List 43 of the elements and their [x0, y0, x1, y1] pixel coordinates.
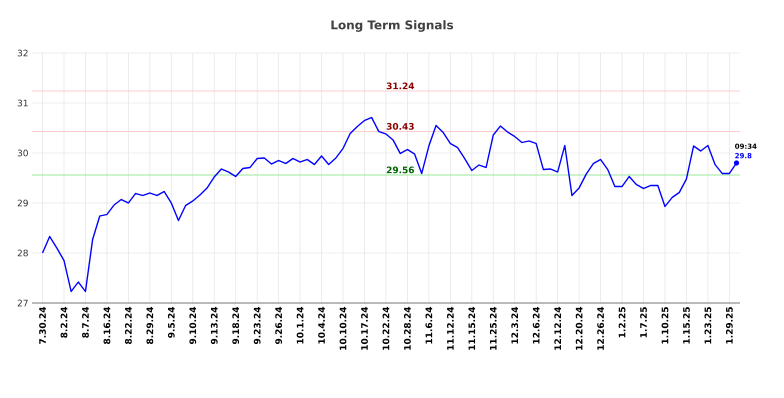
x-tick-label: 10.1.24 — [296, 306, 304, 344]
x-tick-label: 1.10.25 — [662, 307, 668, 344]
x-tick-label: 12.3.24 — [511, 306, 518, 344]
y-tick-label: 31 — [18, 100, 28, 106]
x-tick-label: 8.29.24 — [146, 306, 154, 344]
x-tick-label: 9.23.24 — [254, 306, 261, 344]
ref-line-label: 30.43 — [386, 123, 414, 130]
x-tick-label: 9.5.24 — [168, 306, 175, 338]
x-tick-label: 12.20.24 — [576, 306, 582, 350]
x-tick-label: 11.12.24 — [447, 306, 454, 350]
y-tick-label: 28 — [18, 250, 28, 256]
x-tick-label: 9.26.24 — [275, 306, 282, 344]
x-tick-label: 9.10.24 — [189, 306, 196, 344]
y-tick-label: 29 — [18, 200, 28, 206]
x-tick-label: 11.25.24 — [490, 306, 497, 350]
x-tick-label: 10.28.24 — [404, 306, 411, 350]
x-tick-label: 1.2.25 — [618, 307, 626, 338]
x-tick-label: 10.4.24 — [318, 306, 325, 344]
ref-line-label: 31.24 — [386, 82, 414, 90]
x-tick-label: 11.6.24 — [425, 306, 432, 344]
x-tick-label: 8.16.24 — [104, 306, 110, 344]
x-tick-label: 11.15.24 — [468, 306, 476, 350]
ref-line-label: 29.56 — [386, 166, 414, 174]
x-tick-label: 7.30.24 — [39, 306, 46, 344]
x-tick-label: 8.22.24 — [124, 306, 132, 344]
y-tick-label: 27 — [18, 300, 28, 306]
x-tick-label: 1.15.25 — [683, 307, 690, 344]
x-tick-label: 10.10.24 — [340, 306, 346, 350]
y-tick-label: 30 — [18, 150, 28, 156]
x-tick-label: 12.12.24 — [554, 306, 561, 350]
x-tick-label: 1.23.25 — [704, 307, 712, 344]
x-tick-label: 9.18.24 — [232, 306, 240, 344]
x-tick-label: 8.7.24 — [82, 306, 89, 338]
y-tick-label: 32 — [18, 50, 28, 56]
x-tick-label: 8.2.24 — [60, 306, 68, 338]
chart-title: Long Term Signals — [331, 20, 454, 32]
x-tick-label: 1.7.25 — [640, 307, 647, 338]
x-tick-label: 9.13.24 — [210, 306, 218, 344]
x-tick-label: 12.6.24 — [532, 306, 540, 344]
x-tick-label: 10.22.24 — [382, 306, 390, 350]
x-tick-label: 10.17.24 — [361, 306, 368, 350]
x-tick-label: 1.29.25 — [726, 307, 733, 344]
x-tick-label: 12.26.24 — [597, 306, 604, 350]
